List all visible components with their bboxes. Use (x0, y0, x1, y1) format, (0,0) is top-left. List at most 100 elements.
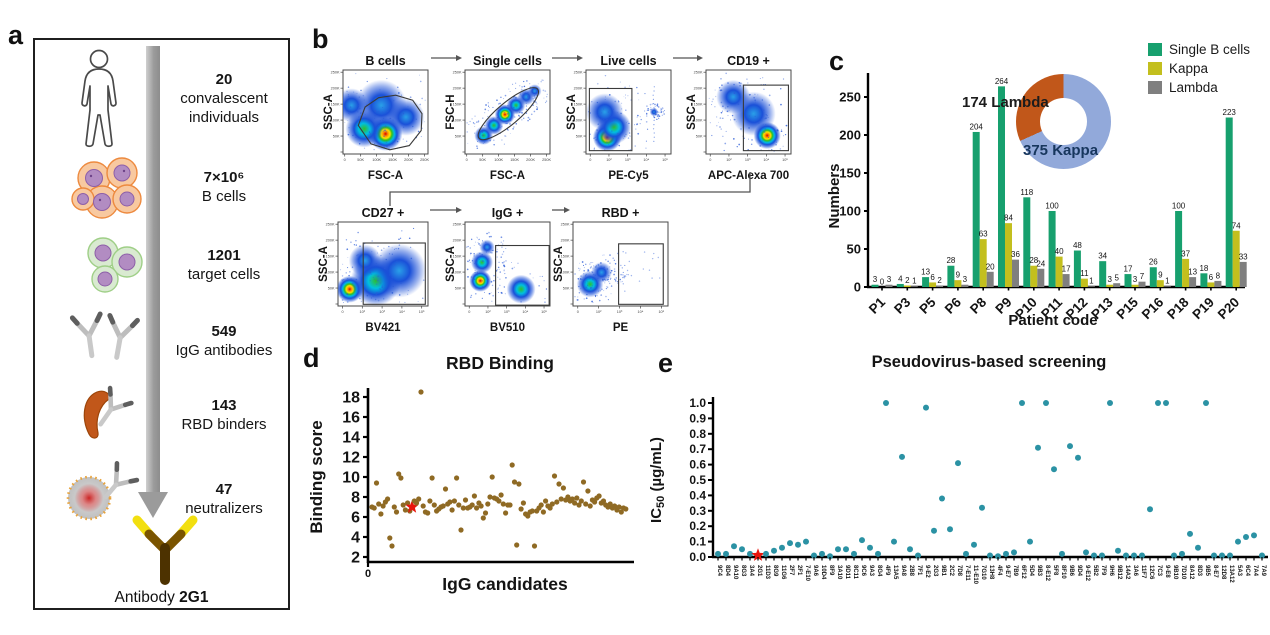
svg-text:10²: 10² (485, 310, 491, 314)
x-tick-7-E10: 7-E10 (804, 565, 810, 582)
bar-P15-Lambda (1138, 281, 1146, 287)
svg-text:150K: 150K (331, 103, 340, 107)
svg-text:100K: 100K (574, 119, 583, 123)
svg-text:17: 17 (1124, 265, 1133, 274)
x-tick-5B2: 5B2 (1092, 565, 1098, 577)
svg-text:100K: 100K (453, 119, 462, 123)
svg-text:0: 0 (341, 310, 343, 314)
igg-antibodies-icon (69, 311, 140, 360)
bar-P1-Single B cells (871, 284, 879, 287)
antibody-2g1-label: Antibody 2G1 (114, 589, 209, 606)
panel-d-rbd-binding-scatter: RBD Binding Binding score 2 4 6 8 10 12 14 16 18 0 I… (307, 353, 634, 594)
svg-text:BV421: BV421 (365, 322, 401, 334)
svg-text:4: 4 (898, 274, 903, 283)
svg-text:2: 2 (905, 276, 910, 285)
star-2g1 (405, 500, 419, 513)
svg-text:4: 4 (351, 530, 360, 547)
panel-label-b: b (312, 24, 329, 54)
svg-text:50K: 50K (333, 135, 340, 139)
x-tick-8C11: 8C11 (852, 565, 858, 580)
svg-text:1: 1 (912, 277, 917, 286)
svg-text:150K: 150K (694, 103, 703, 107)
x-tick-7D8: 7D8 (956, 565, 962, 577)
svg-text:3: 3 (1133, 275, 1138, 284)
svg-text:0.5: 0.5 (689, 473, 706, 487)
svg-text:0.4: 0.4 (689, 488, 706, 502)
svg-text:84: 84 (1004, 214, 1013, 223)
virus-neutralizer-icon (66, 461, 140, 521)
x-tick-10D4: 10D4 (820, 565, 826, 580)
bar-P8-Single B cells (972, 131, 980, 287)
legend-item-single-b-cells: Single B cells (1148, 40, 1250, 59)
panel-label-d: d (303, 343, 320, 373)
svg-text:FSC-H: FSC-H (445, 94, 457, 129)
svg-text:100K: 100K (453, 271, 462, 275)
data-points (715, 400, 1265, 561)
flow-plot-igg: IgG + BV510 SSC-A 0 10² 10³ 10⁴ 10⁵ 50K 100K 150K 2… (445, 206, 551, 334)
svg-text:150K: 150K (388, 158, 397, 162)
bar-P5-Kappa (929, 282, 937, 287)
svg-text:8: 8 (1216, 271, 1221, 280)
svg-text:100K: 100K (694, 119, 703, 123)
bar-P18-Kappa (1182, 258, 1190, 287)
svg-text:250K: 250K (453, 71, 462, 75)
svg-text:200K: 200K (326, 239, 335, 243)
bar-P8-Kappa (979, 239, 987, 287)
x-tick-P18: P18 (1164, 294, 1192, 322)
svg-text:100K: 100K (372, 158, 381, 162)
svg-text:9: 9 (1158, 271, 1163, 280)
svg-text:50K: 50K (479, 158, 486, 162)
bar-P8-Lambda (986, 271, 994, 287)
svg-text:50K: 50K (328, 287, 335, 291)
panel-label-c: c (829, 46, 845, 76)
legend-swatch-single-b-cells (1148, 43, 1162, 56)
bar-P12-Single B cells (1073, 250, 1081, 287)
svg-text:10³: 10³ (379, 310, 385, 314)
svg-text:6: 6 (930, 273, 935, 282)
human-silhouette-icon (81, 49, 117, 148)
flow-plot-singlecells: Single cells FSC-A FSC-H 0 50K 100K 150K 200K 25… (445, 54, 551, 182)
legend-item-kappa: Kappa (1148, 59, 1250, 78)
x-tick-8F10: 8F10 (1060, 565, 1066, 579)
svg-text:13: 13 (1188, 268, 1197, 277)
svg-text:5: 5 (1114, 274, 1119, 283)
x-tick-7A9: 7A9 (1260, 565, 1266, 577)
svg-text:0: 0 (365, 568, 371, 580)
bar-P9-Kappa (1005, 223, 1012, 287)
bar-P9-Lambda (1012, 259, 1019, 287)
step-text-rbd-binders: 143 RBD binders (181, 397, 267, 433)
x-tick-7F9: 7F9 (1100, 565, 1106, 576)
x-tick-8G3: 8G3 (740, 565, 746, 577)
flow-title: Live cells (600, 54, 656, 68)
x-tick-9D11: 9D11 (844, 565, 850, 580)
svg-text:0: 0 (880, 278, 885, 287)
svg-text:2: 2 (351, 550, 360, 567)
x-tick-9-E12: 9-E12 (1084, 565, 1090, 582)
svg-text:10³: 10³ (625, 158, 631, 162)
x-tick-3A10: 3A10 (836, 565, 842, 580)
svg-text:2: 2 (937, 276, 942, 285)
x-tick-3A4: 3A4 (748, 565, 754, 577)
bar-P3-Lambda (910, 286, 918, 287)
svg-text:200K: 200K (331, 87, 340, 91)
x-tick-7F1: 7F1 (916, 565, 922, 576)
flow-plot-cd19: CD19 + APC-Alexa 700 SSC-A 0 10² 10³ 10⁴ 10⁵ 50K… (686, 54, 792, 182)
workflow-arrow (146, 46, 160, 492)
svg-text:1: 1 (1165, 277, 1170, 286)
bar-P13-Single B cells (1099, 261, 1107, 287)
svg-text:250K: 250K (453, 223, 462, 227)
x-tick-9B10: 9B10 (1172, 565, 1178, 580)
svg-text:100: 100 (1172, 202, 1186, 211)
svg-text:50K: 50K (455, 287, 462, 291)
workflow-arrowhead (138, 492, 168, 518)
bar-P1-Lambda (885, 284, 893, 287)
x-tick-9C6: 9C6 (860, 565, 866, 577)
svg-text:63: 63 (979, 230, 988, 239)
svg-text:13: 13 (921, 268, 930, 277)
svg-text:0.7: 0.7 (689, 442, 706, 456)
svg-text:1.0: 1.0 (689, 396, 706, 410)
panel-e-pseudovirus-scatter: Pseudovirus-based screening IC50 (µg/mL) 0… (648, 353, 1268, 585)
svg-text:0.6: 0.6 (689, 458, 706, 472)
bar-P3-Single B cells (896, 283, 904, 287)
